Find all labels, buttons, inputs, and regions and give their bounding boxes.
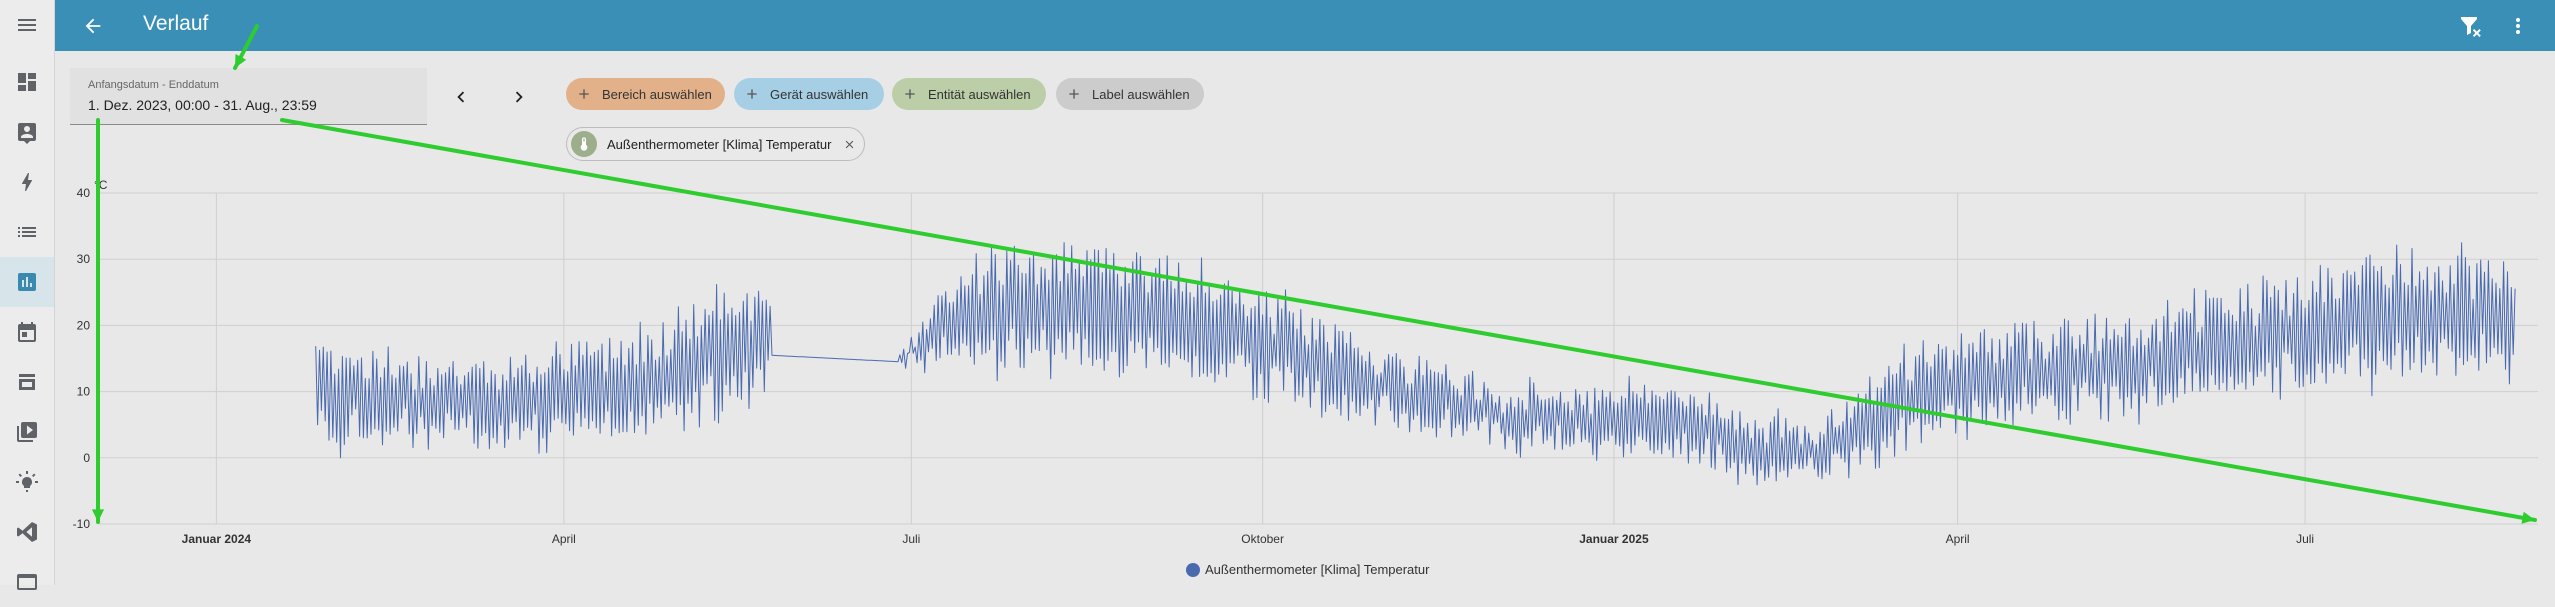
plus-icon bbox=[902, 86, 918, 102]
x-tick-label: April bbox=[1946, 532, 1970, 546]
page-title: Verlauf bbox=[143, 12, 209, 35]
bulb-icon[interactable] bbox=[0, 457, 54, 507]
selected-entity-chip[interactable]: Außenthermometer [Klima] Temperatur bbox=[566, 127, 865, 161]
legend-color-dot bbox=[1186, 562, 1200, 577]
legend-label: Außenthermometer [Klima] Temperatur bbox=[1205, 562, 1430, 577]
plus-icon bbox=[1066, 86, 1082, 102]
media-browser-icon[interactable] bbox=[0, 357, 54, 407]
history-icon[interactable] bbox=[0, 257, 54, 307]
energy-icon[interactable] bbox=[0, 157, 54, 207]
annotation-arrow-diagonal-head bbox=[2521, 511, 2535, 524]
chart-legend-item[interactable]: Außenthermometer [Klima] Temperatur bbox=[1186, 562, 1429, 577]
x-tick-label: Juli bbox=[902, 532, 920, 546]
previous-range-chevron-icon[interactable] bbox=[446, 82, 476, 112]
more-vert-icon[interactable] bbox=[2503, 11, 2533, 41]
filter-remove-icon[interactable] bbox=[2455, 11, 2485, 41]
plot-area bbox=[98, 193, 2538, 524]
entity-filter-chip[interactable]: Entität auswählen bbox=[892, 78, 1046, 110]
vscode-icon[interactable] bbox=[0, 507, 54, 557]
x-tick-label: Juli bbox=[2296, 532, 2314, 546]
y-tick-label: 10 bbox=[77, 385, 91, 399]
device-filter-chip[interactable]: Gerät auswählen bbox=[734, 78, 884, 110]
media-player-icon[interactable] bbox=[0, 407, 54, 457]
menu-icon[interactable] bbox=[0, 0, 54, 50]
x-tick-label: April bbox=[552, 532, 576, 546]
annotation-arrow-vertical-head bbox=[91, 509, 105, 522]
y-tick-label: -10 bbox=[73, 517, 91, 531]
temperature-series-line bbox=[315, 242, 2516, 486]
x-tick-label: Januar 2025 bbox=[1579, 532, 1649, 546]
x-tick-label: Oktober bbox=[1241, 532, 1284, 546]
dashboard-icon[interactable] bbox=[0, 57, 54, 107]
date-range-value: 1. Dez. 2023, 00:00 - 31. Aug., 23:59 bbox=[88, 97, 317, 113]
back-arrow-icon[interactable] bbox=[77, 10, 109, 42]
next-range-chevron-icon[interactable] bbox=[504, 82, 534, 112]
map-account-icon[interactable] bbox=[0, 107, 54, 157]
device-filter-label: Gerät auswählen bbox=[770, 86, 869, 102]
y-tick-label: 20 bbox=[77, 318, 91, 332]
terminal-icon[interactable] bbox=[0, 557, 54, 607]
top-app-bar: Verlauf bbox=[55, 0, 2555, 51]
logbook-icon[interactable] bbox=[0, 207, 54, 257]
plus-icon bbox=[744, 86, 760, 102]
entity-filter-label: Entität auswählen bbox=[928, 86, 1031, 102]
annotation-arrow-date-head bbox=[235, 54, 247, 68]
area-filter-label: Bereich auswählen bbox=[602, 86, 712, 102]
date-range-label: Anfangsdatum - Enddatum bbox=[88, 79, 219, 91]
selected-entity-name: Außenthermometer [Klima] Temperatur bbox=[607, 136, 832, 152]
label-filter-chip[interactable]: Label auswählen bbox=[1056, 78, 1204, 110]
close-icon[interactable] bbox=[840, 135, 858, 153]
y-tick-label: 40 bbox=[77, 186, 91, 200]
y-tick-label: 30 bbox=[77, 252, 91, 266]
area-filter-chip[interactable]: Bereich auswählen bbox=[566, 78, 725, 110]
annotation-arrow-diagonal bbox=[280, 118, 2537, 522]
sidebar bbox=[0, 0, 55, 590]
calendar-icon[interactable] bbox=[0, 307, 54, 357]
x-tick-label: Januar 2024 bbox=[182, 532, 252, 546]
plus-icon bbox=[576, 86, 592, 102]
label-filter-label: Label auswählen bbox=[1092, 86, 1190, 102]
y-tick-label: 0 bbox=[83, 451, 90, 465]
thermometer-icon bbox=[571, 131, 597, 157]
date-range-picker[interactable]: Anfangsdatum - Enddatum 1. Dez. 2023, 00… bbox=[70, 68, 427, 125]
